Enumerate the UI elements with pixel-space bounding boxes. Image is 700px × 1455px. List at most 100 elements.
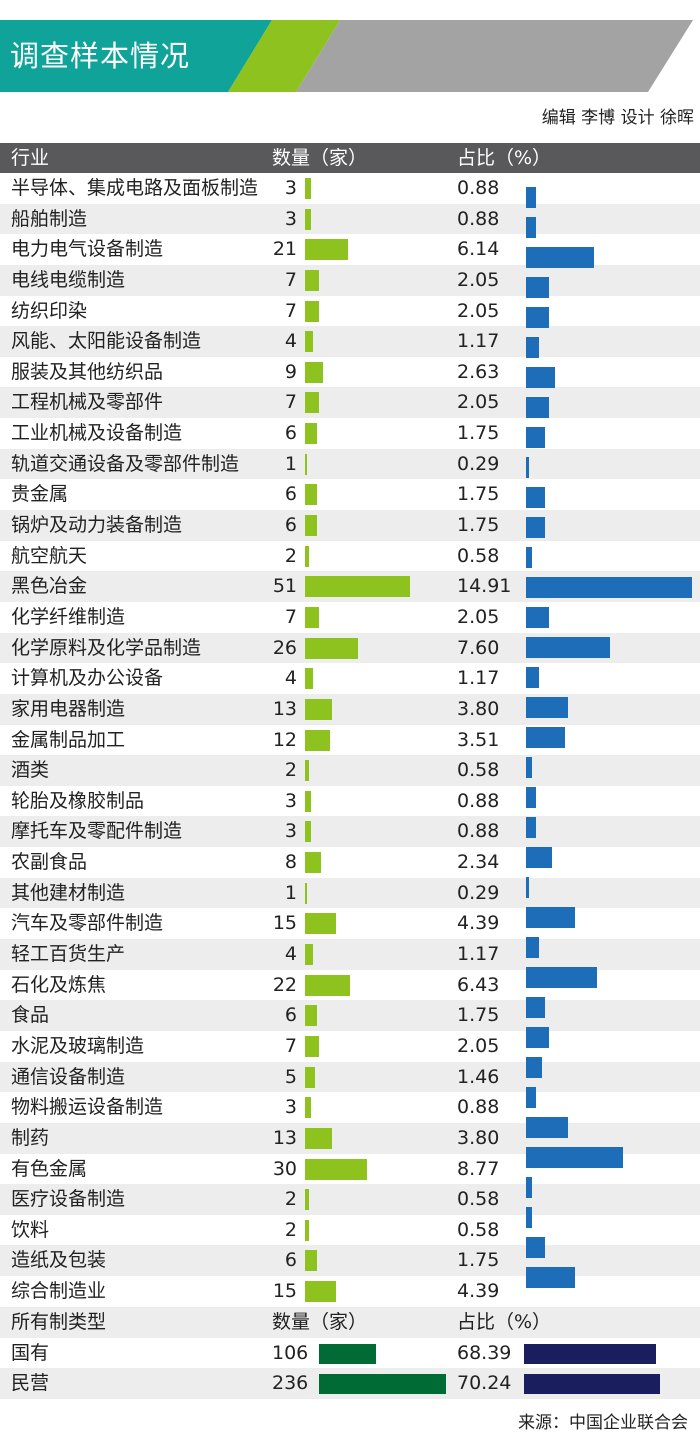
industry-pct: 1.75	[457, 422, 500, 445]
count-bar	[305, 852, 322, 874]
table-row: 3 半导体、集成电路及面板制造 0.88	[0, 173, 700, 204]
table-row: 7 工程机械及零部件 2.05	[0, 387, 700, 419]
industry-label: 农副食品	[11, 851, 88, 874]
industry-label: 船舶制造	[11, 207, 88, 230]
industry-label: 纺织印染	[11, 299, 88, 322]
column-header-count: 数量（家）	[272, 1311, 368, 1333]
industry-pct: 1.75	[457, 1004, 500, 1027]
table-row: 2 酒类 0.58	[0, 755, 700, 786]
table-row: 26 化学原料及化学品制造 7.60	[0, 632, 700, 664]
industry-count: 21	[272, 238, 297, 261]
table-row: 5 通信设备制造 1.46	[0, 1061, 700, 1093]
industry-pct: 6.14	[457, 238, 500, 261]
count-bar	[305, 300, 320, 322]
banner-shapes	[0, 20, 693, 92]
column-header-count: 数量（家）	[272, 147, 368, 169]
page-title: 调查样本情况	[10, 39, 191, 73]
count-bar	[305, 361, 324, 383]
table-row: 7 化学纤维制造 2.05	[0, 602, 700, 633]
industry-pct: 2.05	[457, 605, 500, 628]
count-bar	[305, 453, 308, 475]
table-row: 6 工业机械及设备制造 1.75	[0, 418, 700, 449]
industry-label: 化学原料及化学品制造	[11, 636, 202, 659]
industry-count: 15	[272, 912, 297, 935]
table-header: 行业 数量（家） 占比（%）	[0, 143, 700, 173]
count-bar	[319, 1374, 446, 1395]
count-bar	[305, 423, 318, 445]
count-bar	[305, 821, 312, 843]
industry-count: 13	[272, 697, 297, 720]
industry-label: 有色金属	[11, 1157, 88, 1180]
industry-pct: 0.88	[457, 177, 500, 199]
industry-label: 造纸及包装	[11, 1249, 107, 1272]
table-row: 3 物料搬运设备制造 0.88	[0, 1092, 700, 1123]
industry-pct: 8.77	[457, 1157, 500, 1180]
industry-label: 工业机械及设备制造	[11, 422, 183, 445]
ownership-label: 民营	[11, 1372, 50, 1395]
count-bar	[305, 576, 410, 598]
count-bar	[319, 1343, 376, 1364]
table-row: 12 金属制品加工 3.51	[0, 725, 700, 756]
industry-count: 7	[284, 391, 297, 414]
industry-pct: 6.43	[457, 973, 500, 996]
industry-pct: 0.88	[457, 789, 500, 812]
industry-count: 3	[284, 820, 297, 843]
industry-count: 6	[284, 483, 297, 506]
industry-pct: 0.29	[457, 881, 500, 904]
industry-pct: 0.58	[457, 544, 500, 567]
count-bar	[305, 1250, 318, 1272]
industry-pct: 0.58	[457, 1188, 500, 1211]
industry-label: 轻工百货生产	[11, 943, 126, 966]
industry-label: 工程机械及零部件	[11, 391, 164, 414]
table-row: 2 饮料 0.58	[0, 1215, 700, 1246]
industry-count: 15	[272, 1280, 297, 1303]
count-bar	[305, 1035, 320, 1057]
industry-count: 8	[284, 851, 297, 874]
table-row: 7 纺织印染 2.05	[0, 296, 700, 327]
ownership-count: 106	[272, 1341, 309, 1364]
count-bar	[305, 882, 308, 904]
ownership-pct: 70.24	[457, 1372, 512, 1395]
table-row: 3 轮胎及橡胶制品 0.88	[0, 786, 700, 817]
count-bar	[305, 1158, 367, 1180]
table-row: 9 服装及其他纺织品 2.63	[0, 357, 700, 388]
industry-label: 金属制品加工	[11, 728, 126, 751]
table-row: 6 食品 1.75	[0, 1000, 700, 1031]
industry-label: 饮料	[11, 1218, 50, 1241]
industry-label: 服装及其他纺织品	[11, 360, 164, 383]
industry-count: 3	[284, 1096, 297, 1119]
source-note: 来源：中国企业联合会	[518, 1413, 688, 1433]
industry-label: 轨道交通设备及零部件制造	[11, 452, 240, 475]
industry-label: 家用电器制造	[11, 697, 126, 720]
industry-count: 2	[284, 759, 297, 782]
credits: 编辑 李博 设计 徐晖	[541, 108, 694, 128]
industry-label: 制药	[11, 1126, 50, 1149]
industry-count: 2	[284, 1188, 297, 1211]
industry-pct: 2.63	[457, 360, 500, 383]
table-row: 7 水泥及玻璃制造 2.05	[0, 1031, 700, 1062]
industry-count: 7	[284, 605, 297, 628]
industry-label: 航空航天	[11, 544, 88, 567]
count-bar	[305, 637, 359, 659]
industry-count: 51	[272, 575, 297, 598]
industry-pct: 1.17	[457, 943, 500, 966]
table-row: 6 贵金属 1.75	[0, 479, 700, 510]
count-bar	[305, 790, 312, 812]
ownership-header-row: 所有制类型 数量（家） 占比（%）	[0, 1307, 700, 1338]
table-row: 8 农副食品 2.34	[0, 847, 700, 878]
count-bar	[305, 1066, 316, 1088]
count-bar	[305, 760, 310, 782]
pct-bar	[524, 1343, 656, 1364]
column-header-pct: 占比（%）	[457, 1311, 552, 1333]
industry-label: 电线电缆制造	[11, 268, 126, 291]
industry-count: 4	[284, 330, 297, 353]
industry-pct: 14.91	[457, 575, 512, 598]
industry-count: 7	[284, 268, 297, 291]
industry-count: 13	[272, 1126, 297, 1149]
industry-pct: 0.58	[457, 759, 500, 782]
industry-count: 30	[272, 1157, 297, 1180]
industry-label: 综合制造业	[11, 1280, 107, 1303]
table-row: 21 电力电气设备制造 6.14	[0, 234, 700, 265]
column-header-industry: 行业	[11, 147, 50, 169]
count-bar	[305, 974, 351, 996]
